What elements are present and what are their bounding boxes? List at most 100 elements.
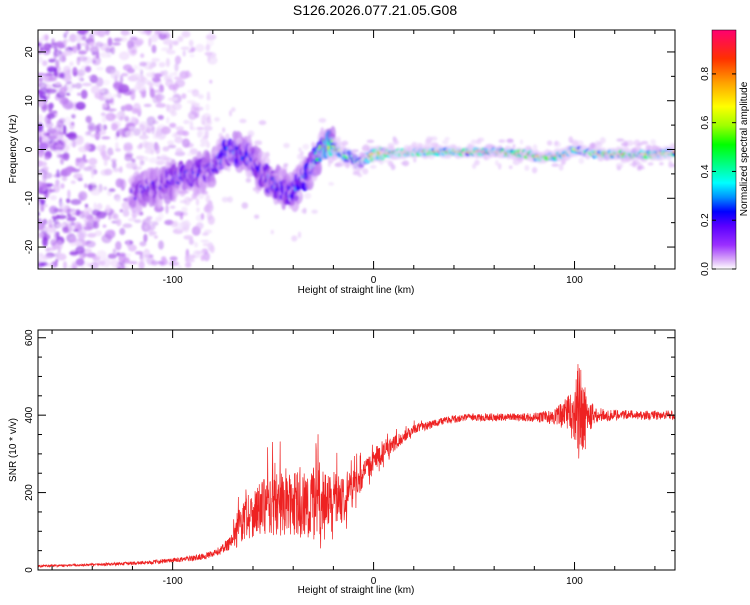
spectrogram-noise-blob [96,250,107,260]
spectrogram-noise-blob [97,30,106,38]
spectrogram-scatter-blob [524,165,530,171]
spectrogram-noise-blob [79,42,89,47]
spectrogram-scatter-blob [363,151,367,157]
spectrogram-noise-blob [67,213,72,218]
spectrogram-noise-blob [101,116,107,123]
spectrogram-scatter-blob [280,169,287,177]
spectrogram-scatter-blob [545,148,549,154]
spectrogram-noise-blob [151,71,156,82]
spectrogram-scatter-blob [632,160,637,168]
spectrogram-noise-blob [101,136,111,140]
spectrogram-noise-blob [59,86,67,96]
spectrogram-scatter-blob [328,136,336,141]
spectrogram-scatter-blob [537,151,543,156]
y-tick-label: -10 [24,191,35,206]
spectrogram-noise-blob [75,209,81,217]
spectrogram-scatter-blob [393,150,399,158]
spectrogram-noise-blob [47,136,57,140]
spectrogram-noise-blob [139,61,147,67]
spectrogram-noise-blob [56,231,60,239]
spectrogram-noise-blob [173,76,183,80]
spectrogram-noise-blob [42,236,48,247]
spectrogram-scatter-blob [201,121,206,125]
spectrogram-noise-blob [199,143,206,147]
spectrogram-noise-blob [70,180,76,184]
spectrogram-scatter-blob [217,139,223,144]
spectrogram-noise-blob [90,187,101,196]
colorbar-gradient [711,29,737,270]
spectrogram-noise-blob [115,112,121,120]
spectrogram-scatter-blob [283,163,289,167]
spectrogram-noise-blob [64,69,71,80]
spectrogram-noise-blob [108,229,116,236]
spectrogram-noise-blob [84,131,90,137]
spectrogram-noise-blob [95,77,104,87]
spectrogram-noise-blob [207,51,211,62]
spectrogram-scatter-blob [444,136,450,141]
x-tick-label: 0 [371,576,377,587]
spectrogram-noise-blob [163,75,169,81]
spectrogram-noise-blob [105,30,110,36]
spectrogram-noise-blob [105,112,116,122]
spectrogram-noise-blob [46,247,56,251]
spectrogram-noise-blob [108,188,116,193]
spectrogram-scatter-blob [331,147,338,153]
spectrogram-noise-blob [38,252,44,257]
spectrogram-scatter-blob [426,136,433,143]
spectrogram-noise-blob [38,170,45,177]
spectrogram-scatter-blob [318,118,327,123]
spectrogram-noise-blob [77,92,81,96]
spectrogram-noise-blob [124,103,133,112]
spectrogram-noise-blob [128,126,136,131]
spectrogram-noise-blob [46,227,54,236]
spectrogram-scatter-blob [215,164,223,170]
spectrogram-blob-layer [38,30,675,269]
spectrogram-noise-blob [48,102,54,110]
x-tick-label: -100 [163,275,183,286]
spectrogram-noise-blob [109,99,114,104]
spectrogram-noise-blob [107,37,113,47]
spectrogram-noise-blob [113,213,119,220]
spectrogram-noise-blob [83,166,94,172]
spectrogram-noise-blob [122,223,133,228]
y-tick-label: 400 [24,406,35,423]
spectrogram-noise-blob [38,186,44,195]
spectrogram-scatter-blob [183,119,190,125]
spectrogram-scatter-blob [558,163,564,171]
spectrogram-scatter-blob [416,142,422,148]
spectrogram-noise-blob [67,131,78,141]
spectrogram-noise-blob [56,40,64,49]
spectrogram-noise-blob [39,141,50,150]
spectrogram-noise-blob [69,33,77,43]
spectrogram-noise-blob [103,159,108,166]
spectrogram-noise-blob [69,251,79,255]
spectrogram-noise-blob [131,158,136,163]
spectrogram-noise-blob [155,103,167,108]
spectrogram-noise-blob [46,112,56,120]
spectrogram-scatter-blob [283,142,290,149]
spectrogram-noise-blob [78,191,88,201]
spectrogram-scatter-blob [200,166,208,172]
spectrogram-noise-blob [66,84,72,89]
spectrogram-noise-blob [203,125,213,131]
spectrogram-noise-blob [181,93,187,99]
spectrogram-noise-blob [67,189,71,199]
spectrogram-noise-blob [174,62,179,72]
spectrogram-noise-blob [56,169,60,178]
spectrogram-noise-blob [188,111,198,120]
spectrogram-scatter-blob [512,159,520,166]
spectrogram-noise-blob [189,54,195,58]
spectrogram-noise-blob [168,261,180,267]
spectrogram-scatter-blob [603,154,610,161]
spectrogram-scatter-blob [301,209,306,214]
spectrogram-noise-blob [146,31,152,36]
spectrogram-scatter-blob [221,196,229,203]
spectrogram-noise-blob [112,42,121,46]
spectrogram-scatter-blob [611,153,620,157]
spectrogram-noise-blob [189,120,194,130]
spectrogram-scatter-blob [235,137,243,145]
spectrogram-scatter-blob [208,181,215,188]
spectrogram-noise-blob [38,37,47,42]
